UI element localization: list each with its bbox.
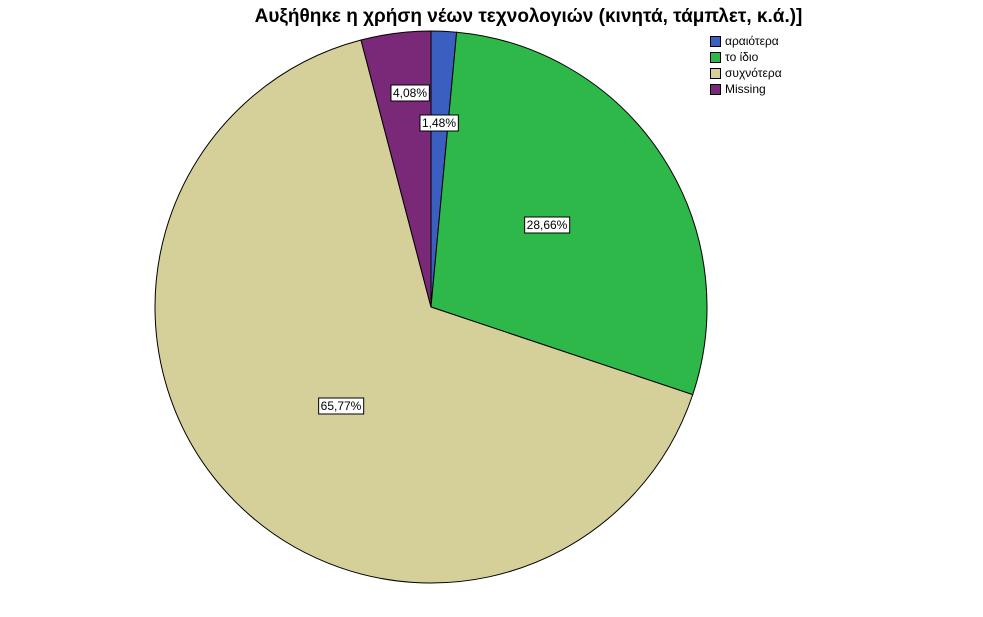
slice-value-text: 65,77% — [321, 399, 362, 413]
slice-label-box — [318, 397, 365, 415]
pie-labels: 1,48% 28,66% 65,77% 4,08% — [318, 84, 571, 415]
slice-value-text: 1,48% — [422, 116, 456, 130]
legend-swatch — [710, 51, 721, 63]
legend-item: το ίδιο — [710, 49, 782, 65]
slice-value-text: 4,08% — [393, 86, 427, 100]
slice-value-label: 65,77% — [318, 397, 365, 415]
legend-swatch — [710, 67, 721, 79]
legend-item: αραιότερα — [710, 33, 782, 49]
legend-item: Missing — [710, 81, 782, 97]
slice-value-label: 4,08% — [390, 84, 430, 102]
pie-slice-1 — [430, 31, 708, 396]
legend-item: συχνότερα — [710, 65, 782, 81]
slice-label-box — [524, 216, 571, 234]
pie-slice-2 — [154, 39, 694, 584]
legend-label: το ίδιο — [725, 50, 759, 64]
legend: αραιότερα το ίδιο συχνότερα Missing — [710, 33, 782, 97]
legend-label: συχνότερα — [725, 66, 782, 80]
slice-value-label: 1,48% — [419, 114, 459, 132]
legend-label: Missing — [725, 82, 766, 96]
slice-label-box — [419, 114, 459, 132]
pie-slices — [154, 30, 708, 584]
slice-label-box — [390, 84, 430, 102]
legend-swatch — [710, 83, 721, 95]
chart-title: Αυξήθηκε η χρήση νέων τεχνολογιών (κινητ… — [254, 6, 803, 27]
slice-value-text: 28,66% — [527, 218, 568, 232]
slice-value-label: 28,66% — [524, 216, 571, 234]
legend-label: αραιότερα — [725, 34, 779, 48]
legend-swatch — [710, 35, 721, 47]
